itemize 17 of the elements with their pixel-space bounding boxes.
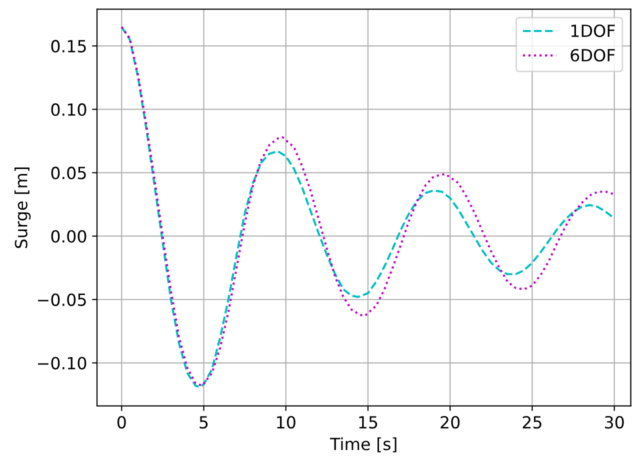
y-tick-label: 0.15 [51,40,86,53]
x-tick-label: 10 [277,416,296,429]
x-tick-label: 0 [117,416,126,429]
x-tick-label: 25 [522,416,542,429]
x-tick-label: 15 [359,416,378,429]
y-tick-label: −0.05 [38,293,86,306]
x-tick-label: 5 [200,416,208,429]
legend-label: 1DOF [571,24,615,38]
y-tick-label: 0.05 [51,166,86,180]
x-tick-label: 20 [440,416,460,429]
y-tick-label: 0.10 [51,103,86,116]
x-tick-label: 30 [604,416,624,429]
y-tick-label: −0.10 [38,356,86,370]
y-tick-label: 0.00 [51,230,86,243]
y-axis-title: Surge [m] [14,167,31,248]
legend-label: 6DOF [570,48,615,62]
x-axis-title: Time [s] [330,437,396,452]
